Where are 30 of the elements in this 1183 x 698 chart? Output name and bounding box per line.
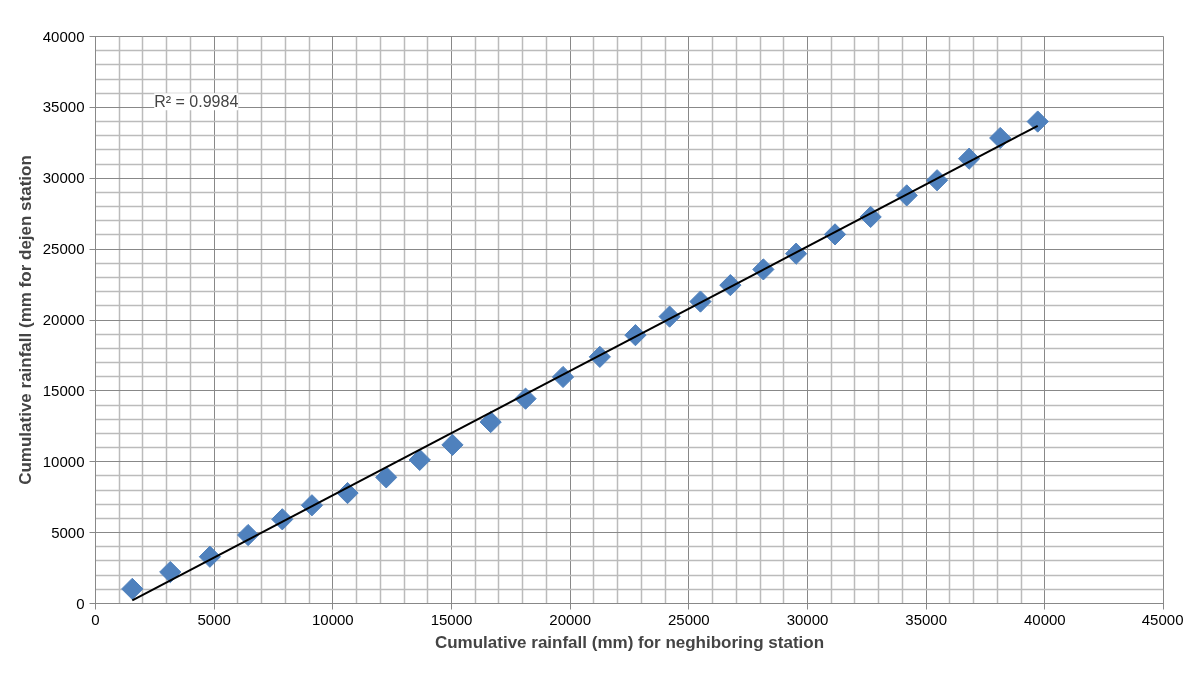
point	[375, 466, 398, 489]
x-tick-label: 30000	[786, 610, 829, 628]
point	[1026, 110, 1049, 133]
y-axis-title: Cumulative rainfall (mm for dejen station	[15, 155, 35, 485]
y-tick-label: 0	[76, 594, 85, 612]
x-tick-label: 15000	[430, 610, 473, 628]
x-tick-label: 35000	[905, 610, 948, 628]
point	[989, 126, 1012, 150]
point	[441, 433, 464, 456]
y-tick-label: 10000	[42, 452, 85, 470]
point	[408, 448, 431, 472]
y-tick-label: 15000	[42, 381, 85, 399]
y-tick-label: 30000	[42, 169, 85, 187]
x-tick-label: 40000	[1023, 610, 1066, 628]
y-tick-label: 20000	[42, 311, 85, 328]
point	[121, 577, 144, 601]
x-tick-label: 45000	[1141, 610, 1183, 628]
point	[479, 410, 502, 434]
y-tick-label: 5000	[51, 523, 85, 541]
y-tick-label: 40000	[42, 27, 85, 45]
x-tick-label: 20000	[549, 610, 592, 628]
x-axis-title: Cumulative rainfall (mm) for neghiboring station	[434, 632, 825, 652]
x-tick-label: 10000	[311, 610, 354, 628]
annotation: R² = 0.9984	[154, 93, 239, 111]
y-tick-label: 25000	[42, 240, 85, 258]
x-tick-label: 25000	[667, 610, 710, 628]
y-tick-label: 35000	[42, 98, 85, 116]
x-tick-label: 5000	[197, 610, 231, 628]
x-tick-label: 0	[91, 610, 100, 628]
point	[159, 560, 182, 584]
